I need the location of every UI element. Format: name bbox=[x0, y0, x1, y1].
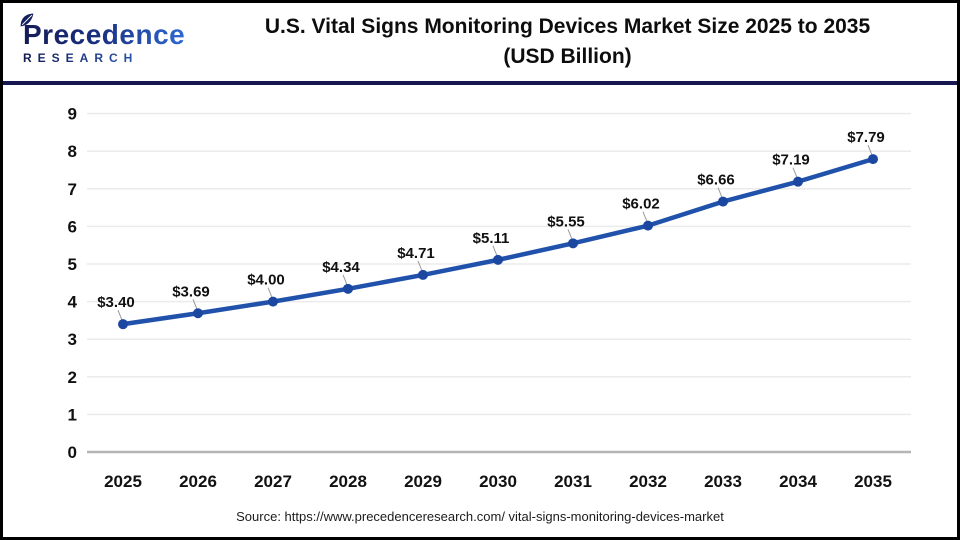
data-point-label: $5.11 bbox=[473, 230, 510, 247]
x-tick-label: 2034 bbox=[779, 472, 817, 491]
label-leader-line bbox=[267, 287, 273, 298]
y-tick-label: 5 bbox=[68, 255, 77, 274]
y-tick-label: 7 bbox=[68, 180, 77, 199]
data-point bbox=[193, 308, 203, 319]
label-leader-line bbox=[117, 309, 123, 321]
y-tick-label: 9 bbox=[68, 105, 77, 124]
data-point bbox=[718, 196, 728, 207]
data-point bbox=[568, 238, 578, 249]
data-point-label: $6.02 bbox=[622, 196, 660, 213]
label-leader-line bbox=[192, 299, 198, 310]
y-tick-label: 6 bbox=[68, 217, 77, 236]
data-point bbox=[868, 154, 878, 165]
line-chart: 0 1 2 3 4 5 6 7 8 9 2025 2026 2027 2028 2029 2030 2031 20… bbox=[68, 105, 911, 491]
data-point bbox=[493, 254, 503, 265]
chart-title: U.S. Vital Signs Monitoring Devices Mark… bbox=[188, 12, 957, 72]
y-tick-label: 1 bbox=[68, 405, 77, 424]
data-point-label: $3.69 bbox=[172, 283, 210, 300]
label-leader-line bbox=[792, 167, 798, 178]
y-tick-label: 0 bbox=[68, 443, 77, 462]
data-point-label: $4.34 bbox=[322, 259, 360, 276]
data-point bbox=[343, 283, 353, 294]
data-point-label: $7.79 bbox=[847, 129, 885, 146]
y-tick-label: 4 bbox=[68, 293, 78, 312]
data-point-label: $4.71 bbox=[397, 245, 435, 262]
x-tick-label: 2032 bbox=[629, 472, 667, 491]
chart-area: 0 1 2 3 4 5 6 7 8 9 2025 2026 2027 2028 2029 2030 2031 20… bbox=[3, 85, 957, 503]
y-tick-label: 3 bbox=[68, 330, 77, 349]
footer: Source: https://www.precedenceresearch.c… bbox=[3, 503, 957, 534]
data-point bbox=[793, 176, 803, 187]
data-point-label: $3.40 bbox=[97, 294, 135, 311]
y-tick-label: 8 bbox=[68, 142, 77, 161]
data-point bbox=[268, 296, 278, 307]
label-leader-line bbox=[342, 274, 348, 286]
chart-title-line2: (USD Billion) bbox=[503, 45, 632, 68]
data-point bbox=[643, 220, 653, 231]
logo-subtitle: RESEARCH bbox=[23, 51, 188, 65]
label-leader-line bbox=[717, 187, 723, 198]
label-leader-line bbox=[867, 144, 873, 156]
logo-wordmark: Precedence bbox=[23, 19, 188, 50]
data-point-label: $5.55 bbox=[547, 213, 585, 230]
x-tick-label: 2033 bbox=[704, 472, 742, 491]
y-tick-label: 2 bbox=[68, 368, 77, 387]
x-tick-label: 2027 bbox=[254, 472, 292, 491]
data-point-label: $4.00 bbox=[247, 272, 285, 289]
source-text: Source: https://www.precedenceresearch.c… bbox=[236, 509, 724, 524]
leaf-icon bbox=[20, 13, 34, 26]
x-tick-label: 2035 bbox=[854, 472, 892, 491]
x-tick-label: 2030 bbox=[479, 472, 517, 491]
data-point-label: $7.19 bbox=[772, 152, 810, 169]
x-tick-label: 2026 bbox=[179, 472, 217, 491]
x-tick-label: 2029 bbox=[404, 472, 442, 491]
header-divider bbox=[3, 81, 957, 85]
label-leader-line bbox=[567, 229, 573, 240]
x-tick-label: 2025 bbox=[104, 472, 142, 491]
chart-title-line1: U.S. Vital Signs Monitoring Devices Mark… bbox=[264, 15, 871, 38]
brand-logo: Precedence RESEARCH bbox=[3, 13, 188, 65]
header: Precedence RESEARCH U.S. Vital Signs Mon… bbox=[3, 3, 957, 81]
label-leader-line bbox=[492, 245, 498, 257]
x-tick-label: 2031 bbox=[554, 472, 592, 491]
data-point bbox=[118, 319, 128, 330]
label-leader-line bbox=[417, 260, 423, 272]
x-tick-label: 2028 bbox=[329, 472, 367, 491]
data-point bbox=[418, 269, 428, 280]
label-leader-line bbox=[642, 211, 648, 222]
data-point-label: $6.66 bbox=[697, 172, 735, 189]
